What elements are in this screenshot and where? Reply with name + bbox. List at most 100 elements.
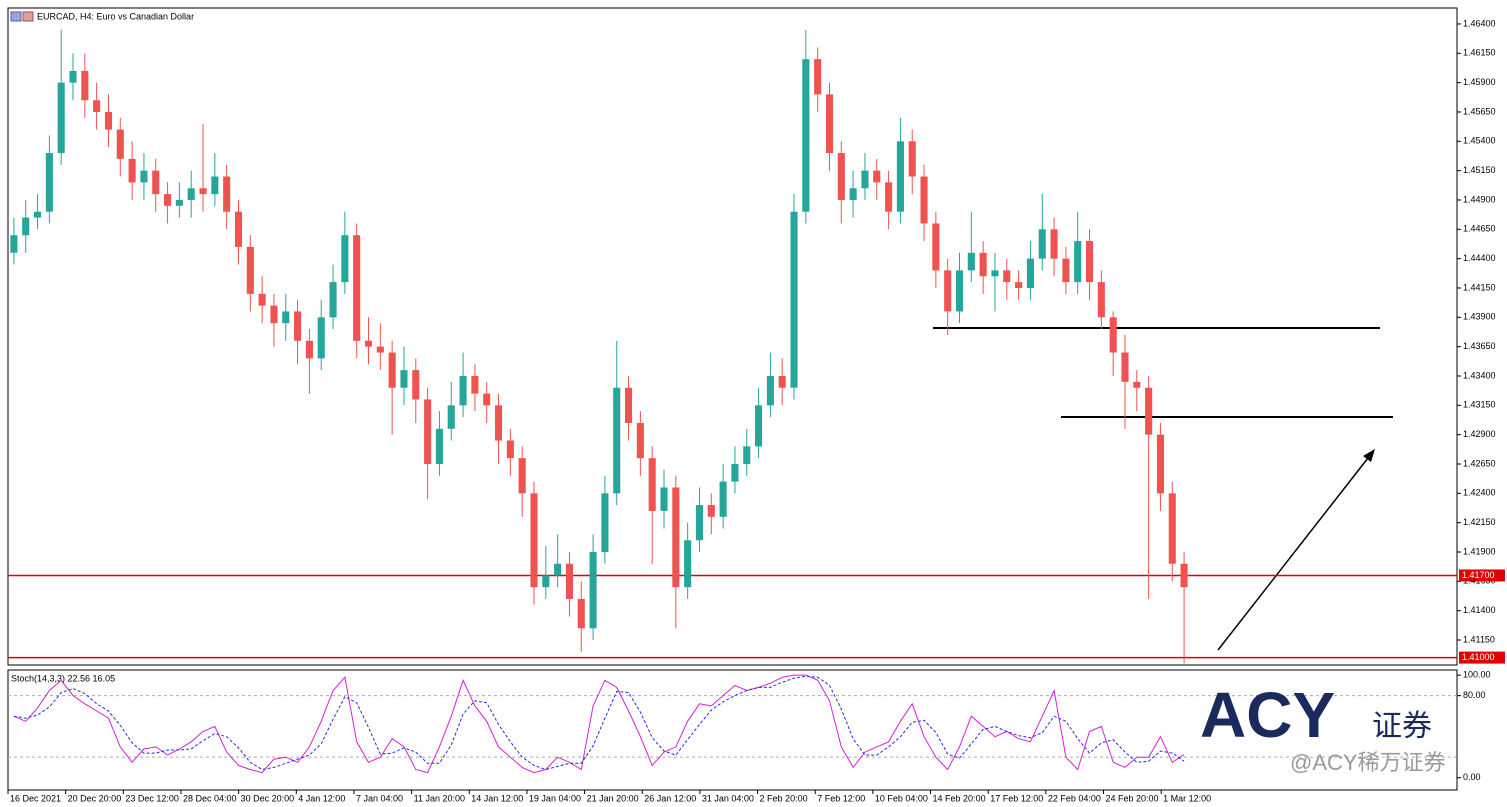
y-tick-label: 1.43900: [1463, 312, 1496, 322]
x-tick-label: 14 Jan 12:00: [471, 793, 523, 803]
candle-body: [412, 370, 420, 400]
candle-body: [885, 182, 893, 212]
candle-body: [932, 223, 940, 271]
icon: [10, 11, 22, 22]
y-tick-label: 1.42900: [1463, 429, 1496, 439]
candle-body: [577, 598, 585, 629]
candle-body: [388, 352, 396, 388]
candle-body: [69, 70, 77, 83]
candle-body: [731, 463, 739, 482]
candle-body: [270, 305, 278, 324]
x-tick-label: 26 Jan 12:00: [644, 793, 696, 803]
candle-body: [400, 370, 408, 388]
candle-body: [1062, 258, 1070, 283]
candle-body: [908, 141, 916, 177]
candle-body: [873, 170, 881, 183]
candle-body: [648, 458, 656, 511]
handle: @ACY稀万证券: [1290, 750, 1446, 775]
candle-body: [601, 493, 609, 552]
x-tick-label: 7 Feb 12:00: [817, 793, 865, 803]
icon: [22, 11, 34, 22]
candle-body: [341, 235, 349, 283]
stoch-line: [13, 675, 1185, 771]
price-tag: [1459, 651, 1505, 664]
candle-body: [1074, 241, 1082, 283]
y-tick-label: 1.45400: [1463, 136, 1496, 146]
x-tick-label: 4 Jan 12:00: [298, 793, 345, 803]
candle-body: [1121, 352, 1129, 382]
candle-body: [849, 188, 857, 200]
candle-body: [518, 458, 526, 494]
candle-body: [175, 199, 183, 206]
candle-body: [967, 252, 975, 271]
candle-body: [684, 540, 692, 588]
y-tick-label: 1.46150: [1463, 48, 1496, 58]
candle-body: [920, 176, 928, 224]
x-tick-label: 17 Feb 12:00: [990, 793, 1043, 803]
candle-body: [282, 311, 290, 324]
candle-body: [790, 211, 798, 388]
candle-body: [1015, 282, 1023, 288]
candle-body: [140, 170, 148, 183]
candle-body: [57, 82, 65, 154]
y-tick-label: 1.42150: [1463, 517, 1496, 527]
x-tick-label: 30 Dec 20:00: [241, 793, 295, 803]
y-tick-label: 0.00: [1463, 772, 1481, 782]
candle-body: [294, 311, 302, 341]
candle-body: [837, 153, 845, 200]
candle-body: [1156, 434, 1164, 494]
x-tick-label: 23 Dec 12:00: [125, 793, 179, 803]
candle-body: [116, 129, 124, 159]
candle-body: [542, 575, 550, 588]
candle-body: [1003, 270, 1011, 283]
y-tick-label: 1.41400: [1463, 605, 1496, 615]
y-tick-label: 1.42400: [1463, 488, 1496, 498]
candle-body: [802, 59, 810, 212]
y-tick-label: 1.44900: [1463, 194, 1496, 204]
y-tick-label: 1.43150: [1463, 400, 1496, 410]
candle-body: [755, 405, 763, 447]
candle-body: [636, 422, 644, 459]
candle-body: [825, 94, 834, 154]
candle-body: [258, 293, 266, 306]
candle-body: [435, 428, 443, 464]
candle-body: [743, 446, 751, 464]
candle-body: [1168, 493, 1176, 564]
candle-body: [104, 111, 113, 130]
candle-body: [1026, 258, 1034, 288]
candle-body: [814, 59, 822, 95]
x-tick-label: 21 Jan 20:00: [587, 793, 639, 803]
candle-body: [152, 170, 160, 195]
candle-body: [719, 481, 727, 517]
price-tag: [1459, 569, 1505, 582]
candle-body: [778, 375, 786, 388]
x-tick-label: 11 Jan 20:00: [414, 793, 465, 803]
candle-body: [317, 317, 325, 359]
candle-body: [613, 387, 621, 494]
candle-body: [128, 158, 136, 183]
candle-body: [1038, 229, 1046, 259]
y-tick-label: 1.41900: [1463, 546, 1496, 556]
indicator-title: Stoch(14,3,3) 22.56 16.05: [11, 673, 115, 683]
candle-body: [81, 70, 89, 101]
y-tick-label: 1.41150: [1463, 634, 1495, 644]
x-tick-label: 16 Dec 2021: [10, 793, 61, 803]
x-tick-label: 20 Dec 20:00: [68, 793, 122, 803]
candle-body: [1050, 229, 1058, 259]
candle-body: [376, 346, 384, 353]
candle-body: [1133, 381, 1141, 388]
candle-body: [565, 563, 573, 599]
y-tick-label: 80.00: [1463, 690, 1486, 700]
candle-body: [506, 440, 514, 459]
y-tick-label: 1.46400: [1463, 18, 1496, 28]
candle-body: [187, 188, 195, 200]
candle-body: [329, 282, 337, 318]
candle-body: [34, 211, 42, 218]
watermark: ACY 证券 @ACY稀万证券: [1200, 679, 1446, 775]
y-tick-label: 1.44150: [1463, 282, 1496, 292]
candle-body: [93, 100, 101, 112]
y-tick-label: 1.43650: [1463, 341, 1496, 351]
candle-body: [364, 340, 373, 347]
y-tick-label: 1.45900: [1463, 77, 1496, 87]
